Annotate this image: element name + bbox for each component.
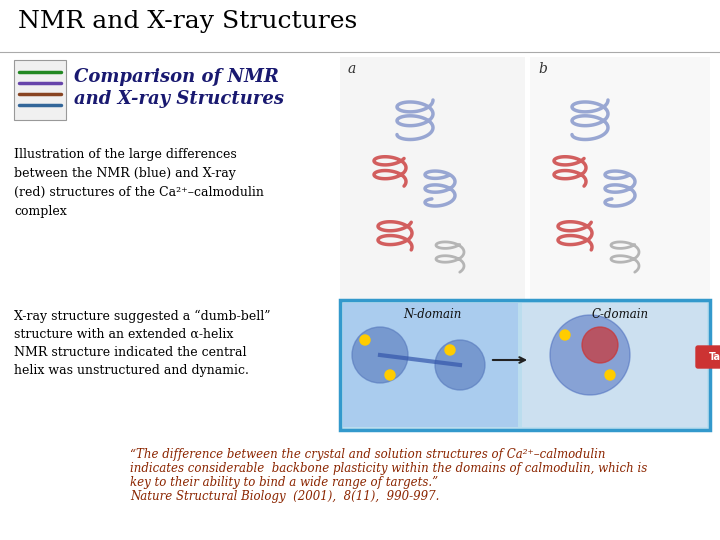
- Circle shape: [385, 370, 395, 380]
- Text: and X-ray Structures: and X-ray Structures: [74, 90, 284, 108]
- Circle shape: [445, 345, 455, 355]
- Text: NMR and X-ray Structures: NMR and X-ray Structures: [18, 10, 357, 33]
- Bar: [340, 57, 525, 302]
- Circle shape: [360, 335, 370, 345]
- Text: Comparison of NMR: Comparison of NMR: [74, 68, 279, 86]
- Bar: [14, 60, 66, 120]
- Text: a: a: [348, 62, 356, 76]
- Circle shape: [550, 315, 630, 395]
- Bar: [340, 300, 710, 430]
- Circle shape: [352, 327, 408, 383]
- Bar: [343, 303, 518, 427]
- Text: Illustration of the large differences
between the NMR (blue) and X-ray
(red) str: Illustration of the large differences be…: [14, 148, 264, 218]
- Circle shape: [560, 330, 570, 340]
- Text: helix was unstructured and dynamic.: helix was unstructured and dynamic.: [14, 364, 249, 377]
- Text: Target: Target: [708, 352, 720, 362]
- Text: indicates considerable  backbone plasticity within the domains of calmodulin, wh: indicates considerable backbone plastici…: [130, 462, 647, 475]
- Text: “The difference between the crystal and solution structures of Ca²⁺–calmodulin: “The difference between the crystal and …: [130, 448, 606, 461]
- Text: X-ray structure suggested a “dumb-bell”: X-ray structure suggested a “dumb-bell”: [14, 310, 271, 323]
- Circle shape: [605, 370, 615, 380]
- Text: b: b: [538, 62, 547, 76]
- Circle shape: [435, 340, 485, 390]
- Bar: [522, 303, 707, 427]
- Bar: [530, 57, 710, 302]
- Text: key to their ability to bind a wide range of targets.”: key to their ability to bind a wide rang…: [130, 476, 438, 489]
- Text: Nature Structural Biology  (2001),  8(11),  990-997.: Nature Structural Biology (2001), 8(11),…: [130, 490, 439, 503]
- Text: C-domain: C-domain: [591, 308, 649, 321]
- Circle shape: [582, 327, 618, 363]
- Text: N-domain: N-domain: [402, 308, 462, 321]
- FancyBboxPatch shape: [696, 346, 720, 368]
- Text: NMR structure indicated the central: NMR structure indicated the central: [14, 346, 246, 359]
- Text: structure with an extended α-helix: structure with an extended α-helix: [14, 328, 233, 341]
